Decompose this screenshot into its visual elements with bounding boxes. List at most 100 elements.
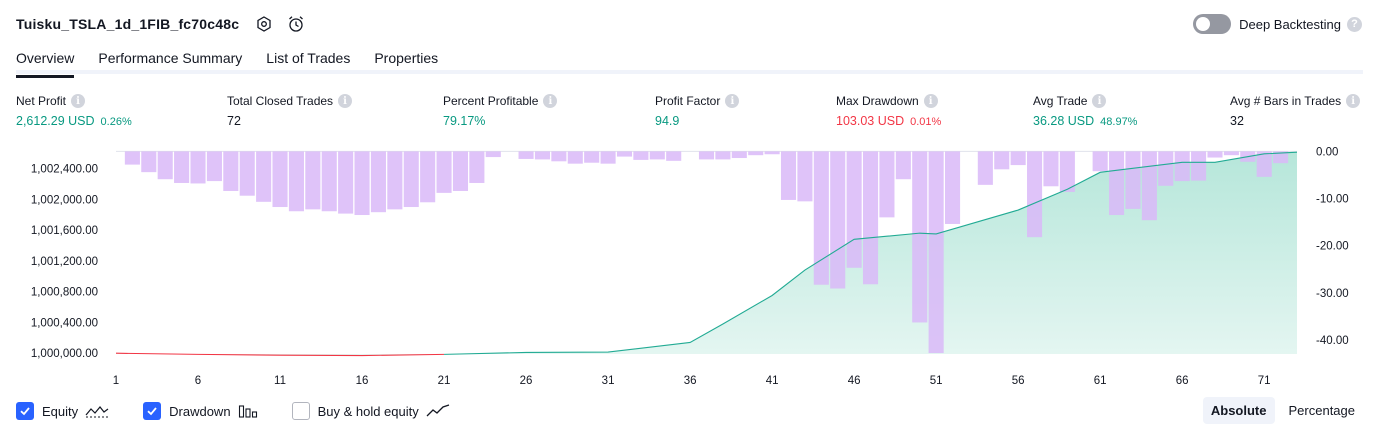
metric-total-closed-trades: Total Closed Trades i 72 [227,94,353,128]
checkbox-unchecked-icon[interactable] [291,402,310,420]
drawdown-bar [600,151,616,164]
deep-backtesting-toggle[interactable] [1193,14,1232,34]
x-axis-tick-label: 56 [1012,375,1025,387]
metric-label: Total Closed Trades [227,94,334,108]
drawdown-bar [1256,151,1272,177]
left-axis-tick-label: 1,000,400.00 [31,317,98,329]
tab-properties[interactable]: Properties [374,50,439,66]
equity-line-loss [115,352,445,357]
right-axis-tick-label: -10.00 [1316,194,1349,206]
drawdown-bar [748,151,764,156]
drawdown-bar [141,151,157,173]
info-icon[interactable]: i [543,94,558,108]
metric-profit-factor: Profit Factor i 94.9 [655,94,740,128]
info-icon[interactable]: i [1092,94,1107,108]
metric-label: Percent Profitable [443,94,539,108]
drawdown-bar [994,151,1010,170]
metric-value: 79.17% [443,114,486,128]
drawdown-bar [813,151,829,285]
drawdown-bar [1092,151,1108,172]
drawdown-checkbox[interactable]: Drawdown [143,402,257,420]
absolute-button[interactable]: Absolute [1202,397,1275,424]
metric-label: Avg # Bars in Trades [1230,94,1342,108]
tab-list-of-trades[interactable]: List of Trades [266,50,351,66]
drawdown-bar [305,151,321,210]
metric-max-drawdown: Max Drawdown i 103.03 USD 0.01% [836,94,941,128]
metric-label: Avg Trade [1033,94,1088,108]
drawdown-bar [1273,151,1289,164]
drawdown-bar [1109,151,1125,216]
info-icon[interactable]: i [923,94,938,108]
left-axis-tick-label: 1,002,400.00 [31,163,98,175]
x-axis-tick-label: 31 [602,375,615,387]
drawdown-bar [1027,151,1043,238]
drawdown-bar [387,151,403,210]
tab-overview[interactable]: Overview [16,44,75,78]
equity-checkbox[interactable]: Equity [16,402,109,420]
drawdown-bar [764,151,780,155]
settings-icon[interactable] [255,15,273,33]
metric-value: 72 [227,114,241,128]
right-axis-tick-label: -40.00 [1316,335,1349,347]
buy-hold-line-icon [426,404,450,418]
drawdown-bar [1141,151,1157,221]
drawdown-bar [1125,151,1141,209]
metric-value: 32 [1230,114,1244,128]
drawdown-bar [321,151,337,212]
drawdown-bars-icon [238,404,258,418]
drawdown-bar [731,151,747,159]
help-icon[interactable]: ? [1347,16,1362,32]
strategy-header: Tuisku_TSLA_1d_1FIB_fc70c48c [16,12,305,36]
drawdown-bar [1207,151,1223,158]
drawdown-bar [633,151,649,160]
drawdown-bar [157,151,173,180]
left-axis-tick-label: 1,002,000.00 [31,194,98,206]
checkbox-checked-icon[interactable] [143,402,162,420]
drawdown-bar [534,151,551,160]
info-icon[interactable]: i [71,94,86,108]
equity-line-icon [85,404,109,418]
drawdown-bar [895,151,911,180]
left-axis-tick-label: 1,001,200.00 [31,256,98,268]
drawdown-bar [485,151,501,158]
alarm-clock-icon[interactable] [287,15,305,33]
drawdown-bar [1158,151,1174,186]
right-axis-tick-label: -30.00 [1316,288,1349,300]
drawdown-bar [370,151,386,213]
drawdown-bar [1059,151,1075,192]
drawdown-bar [797,151,813,202]
right-axis-tick-label: -20.00 [1316,241,1349,253]
drawdown-bar [944,151,961,224]
x-axis-tick-label: 26 [520,375,533,387]
drawdown-bar [977,151,993,185]
x-axis-tick-label: 21 [438,375,451,387]
checkbox-checked-icon[interactable] [16,402,34,420]
buy-hold-checkbox[interactable]: Buy & hold equity [291,402,450,420]
info-icon[interactable]: i [338,94,353,108]
tab-performance-summary[interactable]: Performance Summary [98,50,243,66]
drawdown-bar [420,151,436,203]
metric-value: 36.28 USD [1033,114,1095,128]
metric-label: Max Drawdown [836,94,919,108]
drawdown-bar [1010,151,1026,166]
drawdown-bar [584,151,600,163]
deep-backtesting-control: Deep Backtesting ? [1193,14,1362,34]
drawdown-bar [403,151,419,208]
drawdown-bar [616,151,633,157]
metric-avg-bars: Avg # Bars in Trades i 32 [1230,94,1361,128]
percentage-button[interactable]: Percentage [1288,403,1356,418]
metrics-row: Net Profit i 2,612.29 USD 0.26% Total Clos… [16,94,1362,134]
checkbox-label: Equity [42,403,79,419]
drawdown-bar [452,151,469,191]
drawdown-bar [1174,151,1190,182]
equity-area [116,152,1297,356]
info-icon[interactable]: i [725,94,740,108]
drawdown-bar [256,151,272,202]
drawdown-bar [272,151,288,208]
left-axis-tick-label: 1,000,000.00 [31,348,98,360]
drawdown-bar [551,151,567,162]
info-icon[interactable]: i [1346,94,1361,108]
checkbox-label: Drawdown [169,403,231,419]
x-axis-tick-label: 51 [930,375,943,387]
drawdown-bar [698,151,715,160]
